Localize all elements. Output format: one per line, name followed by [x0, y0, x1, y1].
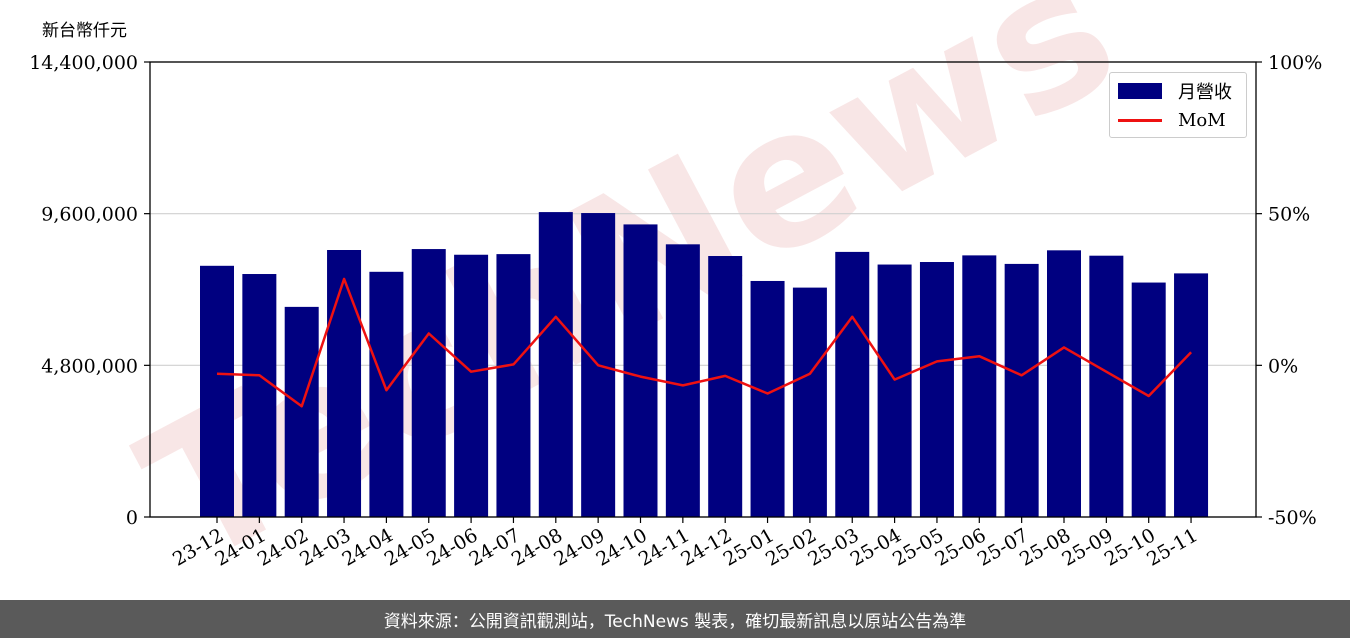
right-axis-tick-label: -50% [1268, 507, 1317, 529]
revenue-bar [792, 287, 827, 517]
legend-item-revenue: 月營收 [1110, 79, 1246, 103]
revenue-bar [877, 264, 912, 517]
revenue-bar [454, 254, 489, 518]
legend-label-revenue: 月營收 [1178, 82, 1232, 103]
revenue-bar [411, 249, 446, 518]
revenue-bar [327, 250, 362, 517]
y-axis-unit-label: 新台幣仟元 [42, 21, 127, 41]
revenue-bar [835, 251, 870, 518]
legend: 月營收 MoM [1109, 72, 1247, 138]
revenue-bar [496, 254, 531, 517]
left-axis-tick-label: 4,800,000 [41, 355, 138, 377]
revenue-bar [369, 271, 404, 517]
revenue-bar [919, 262, 954, 517]
line-series [216, 277, 1192, 408]
revenue-bar [665, 244, 700, 517]
legend-item-mom: MoM [1110, 108, 1246, 132]
legend-swatch-bar [1118, 83, 1162, 99]
revenue-bar [1089, 255, 1124, 517]
revenue-bar [200, 265, 234, 517]
left-axis-tick-label: 0 [126, 507, 138, 529]
revenue-bar [284, 306, 319, 517]
revenue-bar [750, 280, 785, 517]
left-axis-tick-label: 14,400,000 [29, 52, 138, 74]
revenue-bar [1004, 263, 1039, 517]
source-footer: 資料來源：公開資訊觀測站，TechNews 製表，確切最新訊息以原站公告為準 [0, 600, 1350, 638]
left-axis-tick-label: 9,600,000 [41, 204, 138, 226]
revenue-chart: TechNews 04,800,0009,600,00014,400,000-5… [29, 0, 1322, 600]
revenue-bar [1131, 282, 1166, 517]
revenue-bar [1047, 250, 1081, 517]
right-axis-tick-label: 0% [1268, 355, 1298, 377]
bar-series [200, 212, 1209, 518]
revenue-bar [242, 274, 277, 517]
revenue-bar [538, 212, 573, 518]
mom-line [216, 277, 1192, 408]
chart-area: TechNews 04,800,0009,600,00014,400,000-5… [29, 0, 1322, 600]
revenue-bar [708, 256, 743, 517]
revenue-bar [1174, 273, 1209, 517]
source-footer-text: 資料來源：公開資訊觀測站，TechNews 製表，確切最新訊息以原站公告為準 [383, 611, 967, 632]
legend-swatch-line [1118, 119, 1162, 122]
plot-frame [149, 61, 1257, 518]
revenue-bar [962, 255, 997, 517]
right-axis-tick-label: 50% [1268, 204, 1310, 226]
revenue-bar [623, 224, 658, 517]
legend-label-mom: MoM [1178, 109, 1226, 131]
right-axis-tick-label: 100% [1268, 52, 1322, 74]
